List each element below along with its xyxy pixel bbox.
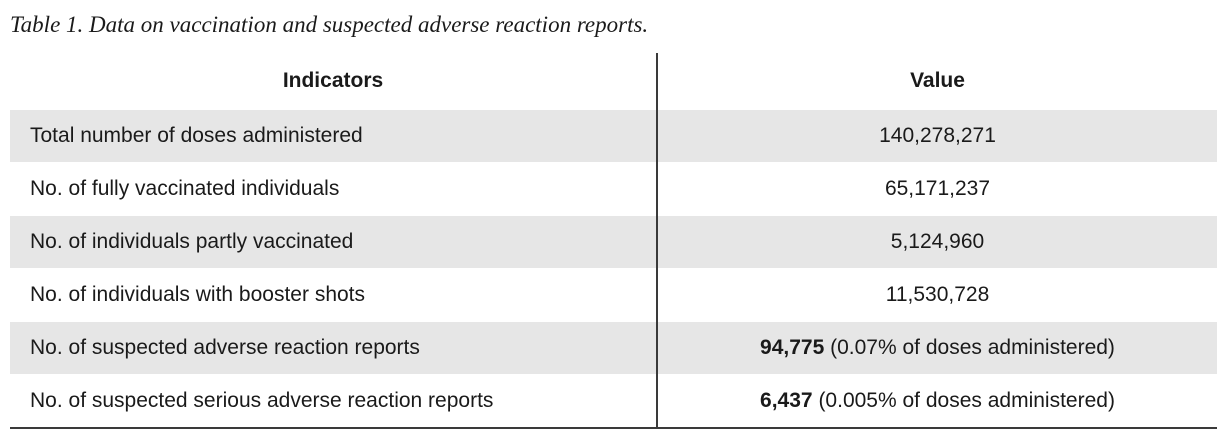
value-text: 65,171,237 bbox=[884, 177, 991, 200]
value-bold: 94,775 bbox=[760, 336, 825, 359]
value-text: 11,530,728 bbox=[885, 283, 990, 306]
indicator-cell: No. of suspected serious adverse reactio… bbox=[10, 374, 657, 429]
table-header-row: Indicators Value bbox=[10, 53, 1217, 110]
value-bold: 6,437 bbox=[760, 389, 813, 412]
header-value: Value bbox=[656, 53, 1217, 110]
value-cell: 140,278,271 bbox=[656, 109, 1217, 163]
value-cell: 6,437 (0.005% of doses administered) bbox=[656, 374, 1217, 429]
table-row: No. of fully vaccinated individuals 65,1… bbox=[10, 162, 1217, 216]
value-text: (0.07% of doses administered) bbox=[824, 336, 1115, 359]
table-row: No. of suspected adverse reaction report… bbox=[10, 321, 1217, 375]
table-caption: Table 1. Data on vaccination and suspect… bbox=[10, 12, 649, 37]
indicator-cell: Total number of doses administered bbox=[10, 109, 657, 163]
value-cell: 5,124,960 bbox=[656, 215, 1217, 269]
table-row: No. of suspected serious adverse reactio… bbox=[10, 374, 1217, 429]
data-table-container: Indicators Value Total number of doses a… bbox=[10, 53, 1217, 429]
table-row: No. of individuals with booster shots 11… bbox=[10, 268, 1217, 322]
value-text: 140,278,271 bbox=[879, 124, 996, 147]
indicator-cell: No. of individuals partly vaccinated bbox=[10, 215, 657, 269]
header-indicators: Indicators bbox=[282, 69, 384, 92]
value-cell: 11,530,728 bbox=[656, 268, 1217, 322]
value-text: (0.005% of doses administered) bbox=[812, 389, 1115, 412]
value-text: 5,124,960 bbox=[890, 230, 985, 253]
data-table: Indicators Value Total number of doses a… bbox=[10, 53, 1217, 429]
value-cell: 65,171,237 bbox=[656, 162, 1217, 216]
table-row: Total number of doses administered 140,2… bbox=[10, 109, 1217, 163]
table-row: No. of individuals partly vaccinated 5,1… bbox=[10, 215, 1217, 269]
indicator-cell: No. of individuals with booster shots bbox=[10, 268, 657, 322]
indicator-cell: No. of suspected adverse reaction report… bbox=[10, 321, 657, 375]
value-cell: 94,775 (0.07% of doses administered) bbox=[656, 321, 1217, 375]
indicator-cell: No. of fully vaccinated individuals bbox=[10, 162, 657, 216]
